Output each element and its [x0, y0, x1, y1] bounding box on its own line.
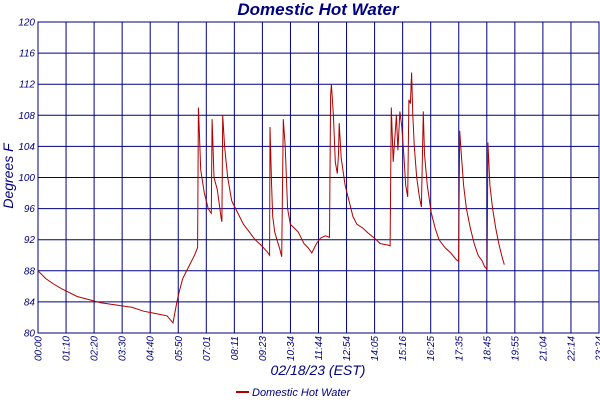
x-tick-label: 14:05 — [370, 336, 381, 361]
x-tick-label: 09:23 — [258, 336, 269, 361]
y-tick-label: 100 — [18, 173, 35, 184]
x-tick-label: 11:44 — [314, 336, 325, 361]
y-tick-label: 96 — [24, 204, 36, 215]
plot-frame — [37, 21, 600, 334]
y-tick-label: 104 — [18, 142, 35, 153]
x-tick-label: 15:16 — [398, 336, 409, 361]
x-tick-label: 07:01 — [202, 336, 213, 361]
x-axis-ticks: 00:00 01:10 02:20 03:30 04:40 05:50 07:01 08:11… — [34, 336, 600, 362]
legend: Domestic Hot Water — [236, 387, 352, 399]
x-tick-label: 17:35 — [454, 336, 465, 361]
grid — [37, 21, 600, 334]
x-tick-label: 19:55 — [510, 336, 521, 361]
y-tick-label: 116 — [19, 49, 35, 60]
x-tick-label: 10:34 — [286, 336, 297, 361]
x-tick-label: 04:40 — [146, 336, 157, 361]
y-axis-label: Degrees F — [0, 142, 16, 209]
x-tick-label: 12:54 — [342, 336, 353, 361]
x-tick-label: 03:30 — [118, 336, 129, 361]
y-tick-label: 112 — [19, 80, 35, 91]
x-tick-label: 21:04 — [538, 336, 549, 362]
y-tick-label: 120 — [18, 18, 35, 29]
y-tick-label: 108 — [18, 111, 35, 122]
y-axis-ticks: 80 84 88 92 96 100 104 108 112 116 120 — [18, 18, 35, 340]
x-tick-label: 00:00 — [34, 336, 45, 361]
x-tick-label: 22:14 — [566, 336, 577, 362]
y-tick-label: 92 — [24, 235, 36, 246]
series-line-domestic-hot-water — [37, 72, 505, 325]
legend-label: Domestic Hot Water — [252, 387, 352, 399]
x-tick-label: 01:10 — [62, 336, 73, 361]
x-tick-label: 02:20 — [90, 336, 101, 361]
chart-title: Domestic Hot Water — [237, 0, 400, 19]
x-axis-label: 02/18/23 (EST) — [271, 362, 366, 378]
x-tick-label: 18:45 — [482, 336, 493, 361]
y-tick-label: 88 — [24, 266, 36, 277]
x-tick-label: 23:24 — [595, 336, 600, 362]
y-tick-label: 84 — [24, 297, 36, 308]
y-tick-label: 80 — [24, 329, 36, 340]
x-tick-label: 08:11 — [230, 336, 241, 360]
x-tick-label: 16:25 — [426, 336, 437, 361]
x-tick-label: 05:50 — [174, 336, 185, 361]
